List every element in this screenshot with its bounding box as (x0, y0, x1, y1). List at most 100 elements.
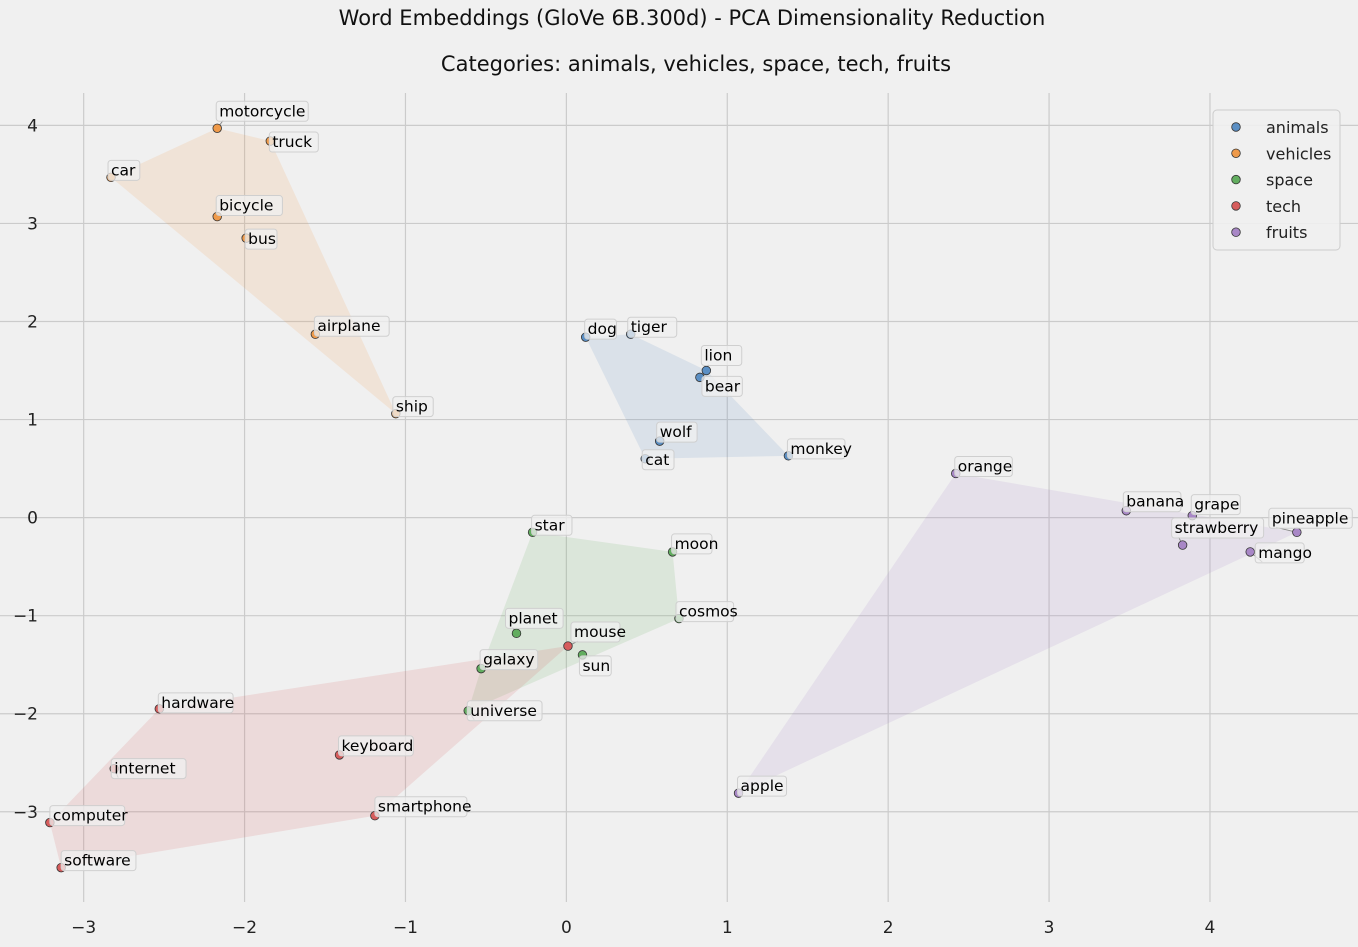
label-box-universe (466, 700, 543, 722)
label-box-truck (268, 131, 319, 153)
legend-marker-tech (1231, 201, 1241, 211)
label-banana: banana (1126, 493, 1184, 511)
label-box-galaxy (479, 649, 539, 671)
label-universe: universe (470, 702, 537, 720)
point-mango (1245, 547, 1255, 557)
label-box-airplane (313, 315, 390, 337)
label-ship: ship (396, 398, 428, 416)
label-box-moon (671, 533, 713, 555)
label-box-star (531, 514, 573, 536)
label-monkey: monkey (790, 440, 852, 458)
label-box-monkey (786, 438, 846, 460)
label-box-keyboard (338, 735, 414, 757)
legend-label-space: space (1266, 171, 1313, 190)
chart-subtitle: Categories: animals, vehicles, space, te… (441, 52, 951, 76)
label-box-banana (1122, 491, 1182, 513)
label-box-sun (578, 655, 612, 677)
label-smartphone: smartphone (378, 798, 472, 816)
label-box-ship (392, 396, 434, 418)
axis-ticks: −3 −2 −1 0 1 2 3 4 −3 −2 −1 0 1 2 3 4 (13, 116, 1215, 938)
y-tick-label: 2 (27, 312, 38, 332)
label-bus: bus (248, 230, 276, 248)
label-bear: bear (705, 377, 741, 395)
label-box-cat (641, 449, 675, 471)
label-internet: internet (114, 760, 175, 778)
label-apple: apple (741, 777, 784, 795)
point-planet (511, 628, 522, 639)
label-star: star (535, 516, 566, 534)
hull-animals (585, 334, 789, 459)
label-sun: sun (582, 657, 610, 675)
label-box-dog (584, 318, 617, 340)
legend-marker-space (1231, 174, 1241, 185)
label-box-bus (244, 228, 278, 250)
x-tick-label: 2 (883, 918, 894, 938)
label-box-strawberry (1171, 517, 1265, 539)
x-tick-label: −2 (232, 918, 257, 938)
label-box-tiger (627, 316, 678, 338)
label-box-planet (504, 607, 564, 629)
y-tick-label: 0 (27, 509, 38, 529)
legend-label-animals: animals (1266, 118, 1329, 137)
point-mouse (563, 641, 573, 651)
label-grape: grape (1194, 496, 1239, 514)
point-motorcycle (212, 123, 222, 134)
label-box-hardware (157, 692, 234, 714)
label-box-lion (700, 345, 743, 367)
label-truck: truck (272, 133, 312, 151)
point-strawberry (1177, 540, 1188, 550)
point-labels: dog tiger lion bear wolf cat monkey motorcycle t… (49, 100, 1353, 872)
label-keyboard: keyboard (342, 737, 414, 755)
label-box-grape (1190, 494, 1241, 516)
legend-box (1212, 109, 1341, 251)
x-tick-label: 4 (1205, 918, 1216, 938)
label-wolf: wolf (660, 423, 692, 441)
chart-title: Word Embeddings (GloVe 6B.300d) - PCA Di… (339, 6, 1046, 30)
legend-label-vehicles: vehicles (1266, 144, 1331, 163)
legend-marker-fruits (1231, 227, 1241, 237)
label-galaxy: galaxy (483, 651, 535, 669)
y-tick-label: −2 (13, 705, 38, 725)
hull-fruits (738, 473, 1297, 794)
label-box-bicycle (215, 195, 283, 217)
label-mango: mango (1258, 544, 1312, 562)
legend-label-fruits: fruits (1266, 223, 1307, 242)
legend-marker-animals (1231, 122, 1241, 132)
label-planet: planet (508, 609, 557, 627)
label-box-internet (110, 758, 187, 780)
hull-vehicles (111, 128, 396, 414)
point-lion (701, 365, 712, 376)
label-box-apple (737, 775, 788, 797)
label-pineapple: pineapple (1272, 509, 1349, 527)
label-software: software (64, 852, 131, 870)
legend-marker-vehicles (1231, 148, 1241, 159)
label-motorcycle: motorcycle (219, 102, 305, 120)
label-mouse: mouse (574, 623, 626, 641)
x-tick-label: 0 (561, 918, 572, 938)
y-tick-label: 1 (27, 411, 38, 431)
label-box-mouse (570, 621, 621, 643)
label-box-pineapple (1268, 507, 1353, 529)
label-cosmos: cosmos (679, 603, 738, 621)
label-strawberry: strawberry (1175, 519, 1259, 537)
label-box-smartphone (374, 796, 468, 818)
label-airplane: airplane (317, 317, 380, 335)
label-dog: dog (588, 320, 617, 338)
label-moon: moon (675, 535, 719, 553)
label-box-bear (701, 375, 743, 397)
x-tick-label: −3 (71, 918, 96, 938)
legend: animals vehicles space tech fruits (1212, 109, 1341, 251)
label-box-mango (1254, 542, 1305, 564)
label-orange: orange (958, 457, 1013, 475)
label-car: car (111, 161, 136, 179)
x-tick-label: −1 (393, 918, 418, 938)
label-box-car (107, 159, 141, 181)
label-bicycle: bicycle (219, 197, 273, 215)
y-tick-label: −3 (13, 803, 38, 823)
category-hulls (49, 128, 1297, 868)
label-box-motorcycle (215, 100, 309, 122)
y-tick-label: 4 (27, 116, 38, 136)
label-box-orange (954, 455, 1013, 477)
label-box-wolf (656, 421, 698, 443)
